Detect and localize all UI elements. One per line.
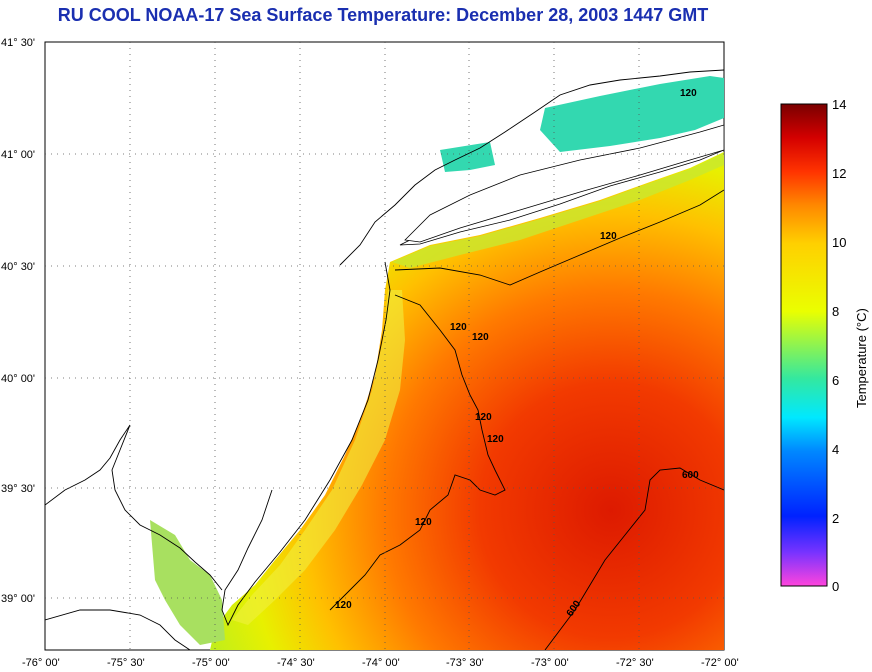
contour-label: 120 <box>680 88 697 99</box>
contour-label: 120 <box>600 231 617 242</box>
delaware-south-coastline <box>45 609 191 650</box>
colorbar-title: Temperature (°C) <box>854 308 869 408</box>
colorbar-tick: 6 <box>832 373 839 388</box>
lat-label: 39° 00' <box>1 593 35 605</box>
contour-label: 600 <box>682 470 699 481</box>
long-island-sound-west <box>440 142 495 172</box>
lon-label: -76° 00' <box>22 657 60 669</box>
isobath-600m <box>544 467 724 650</box>
lon-label: -72° 30' <box>616 657 654 669</box>
contour-label: 120 <box>475 412 492 423</box>
colorbar-tick: 2 <box>832 511 839 526</box>
contour-label: 120 <box>335 600 352 611</box>
colorbar-tick: 0 <box>832 579 839 594</box>
contour-label: 120 <box>415 517 432 528</box>
lon-label: -75° 00' <box>192 657 230 669</box>
ocean-sst-field <box>210 152 724 650</box>
contour-label: 120 <box>487 434 504 445</box>
colorbar-tick: 12 <box>832 166 846 181</box>
long-island-body <box>404 124 724 243</box>
contour-label: 120 <box>450 322 467 333</box>
lon-label: -73° 00' <box>531 657 569 669</box>
lon-label: -74° 00' <box>362 657 400 669</box>
nearshore-cool-band <box>392 153 724 268</box>
delaware-bay-water <box>150 520 225 645</box>
colorbar-tick: 4 <box>832 442 839 457</box>
colorbar-tick: 8 <box>832 304 839 319</box>
contour-label: 120 <box>472 332 489 343</box>
new-jersey-coastline <box>221 261 391 627</box>
colorbar-tick: 10 <box>832 235 846 250</box>
lat-label: 41° 30' <box>1 37 35 49</box>
lat-label: 40° 30' <box>1 261 35 273</box>
lon-label: -74° 30' <box>277 657 315 669</box>
isobath-120m-north <box>394 189 724 286</box>
lon-label: -73° 30' <box>446 657 484 669</box>
jersey-shore-warm-band <box>232 290 405 625</box>
lon-label: -72° 00' <box>701 657 739 669</box>
new-england-coastline <box>339 69 724 266</box>
lat-label: 40° 00' <box>1 373 35 385</box>
lat-label: 41° 00' <box>1 149 35 161</box>
lon-label: -75° 30' <box>107 657 145 669</box>
long-island-sound-water <box>540 76 724 152</box>
delaware-coastline <box>45 424 223 591</box>
colorbar-tick: 14 <box>832 97 846 112</box>
lat-label: 39° 30' <box>1 483 35 495</box>
colorbar-ramp <box>780 103 828 587</box>
isobath-120m <box>329 294 506 611</box>
map-title: RU COOL NOAA-17 Sea Surface Temperature:… <box>57 5 709 25</box>
